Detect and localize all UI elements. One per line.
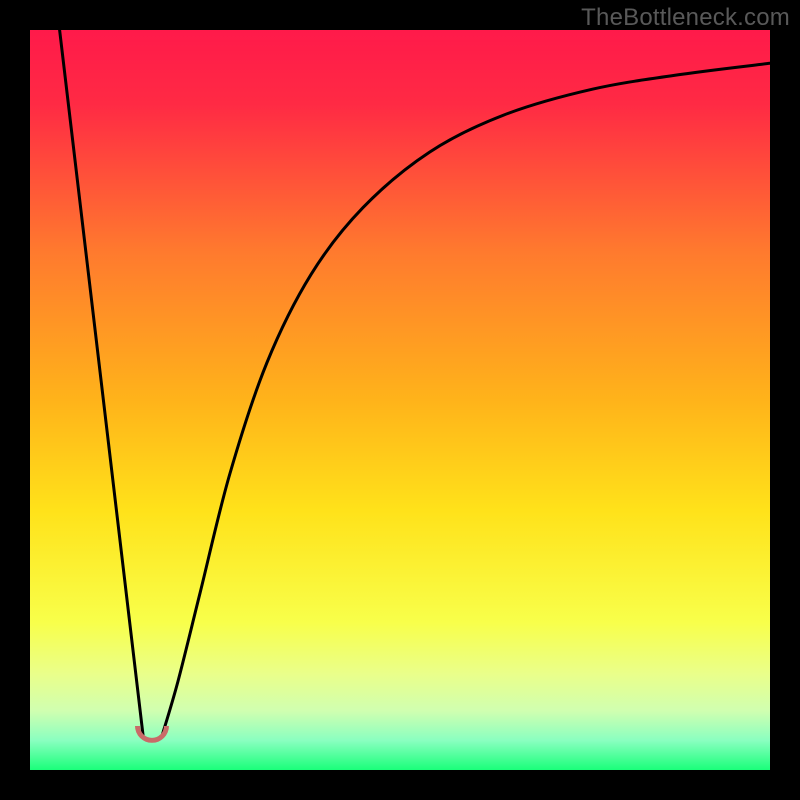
chart-frame: TheBottleneck.com — [0, 0, 800, 800]
curve-left-descent — [60, 30, 144, 737]
curve-right-ascent — [162, 63, 770, 736]
watermark-text: TheBottleneck.com — [581, 4, 790, 32]
curve-layer — [30, 30, 770, 770]
plot-area — [30, 30, 770, 770]
